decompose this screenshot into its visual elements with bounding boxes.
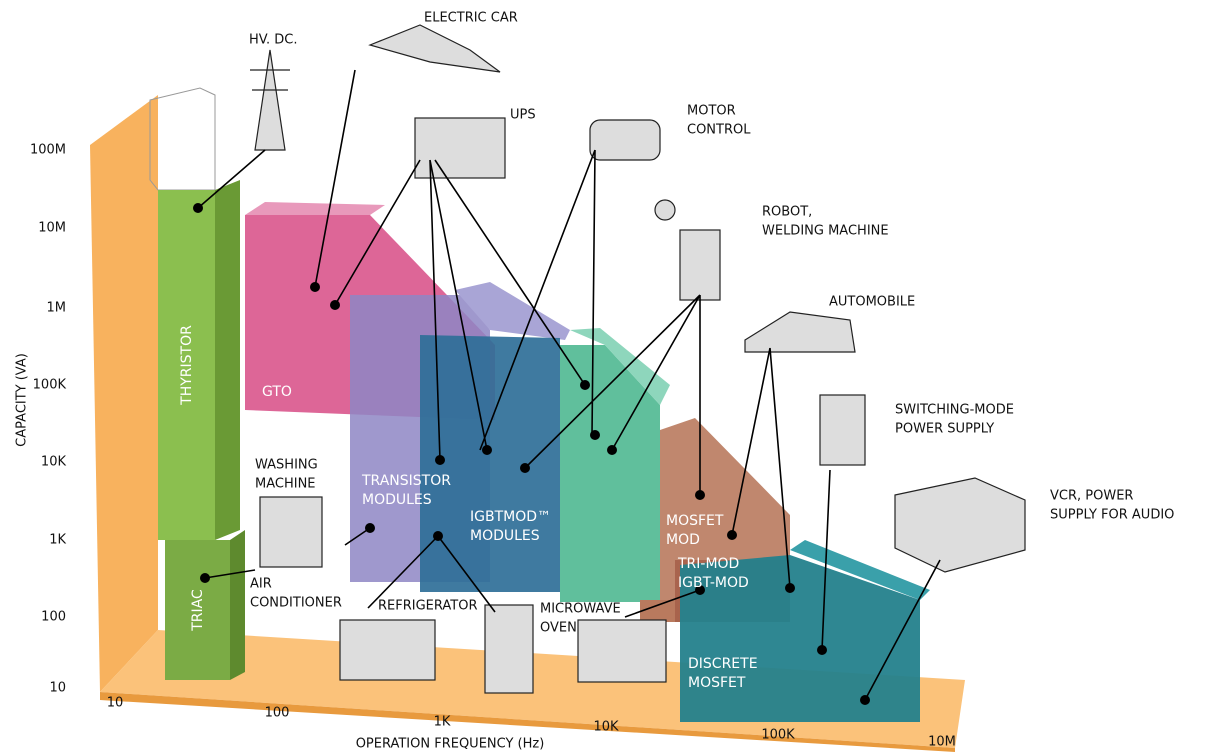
region-label: MOSFET	[688, 675, 746, 691]
x-tick-label: 10K	[593, 720, 619, 735]
x-tick-label: 10M	[928, 735, 956, 750]
y-tick-label: 10M	[38, 221, 66, 236]
application-label: WELDING MACHINE	[762, 224, 889, 239]
y-tick-label: 10K	[41, 455, 67, 470]
icons	[250, 24, 1026, 694]
application-label: SUPPLY FOR AUDIO	[1050, 508, 1174, 523]
application-label: ROBOT,	[762, 205, 812, 220]
application-label: POWER SUPPLY	[895, 422, 994, 437]
y-tick-label: 10	[49, 681, 66, 696]
region-label: IGBTMOD™	[470, 509, 551, 525]
x-tick-label: 1K	[434, 715, 451, 730]
region-label: TRIAC	[190, 589, 206, 632]
application-label: AUTOMOBILE	[829, 295, 915, 310]
x-title: OPERATION FREQUENCY (Hz)	[356, 737, 545, 752]
y-tick-label: 1K	[49, 533, 66, 548]
leader-lines	[197, 69, 941, 701]
application-label: MACHINE	[255, 477, 316, 492]
application-label: CONDITIONER	[250, 596, 342, 611]
y-tick-label: 1M	[47, 301, 67, 316]
x-tick-label: 100K	[761, 728, 795, 743]
dots	[193, 203, 870, 705]
application-label: OVEN	[540, 621, 577, 636]
region-label: MOSFET	[666, 513, 724, 529]
application-label: REFRIGERATOR	[378, 599, 477, 614]
y-tick-label: 100M	[30, 143, 66, 158]
region-label: MOD	[666, 532, 700, 548]
regions	[149, 87, 930, 722]
region-label: GTO	[262, 384, 292, 400]
x-tick-label: 100	[265, 706, 290, 721]
x-tick-label: 10	[107, 696, 124, 711]
region-label: MODULES	[362, 492, 432, 508]
application-label: CONTROL	[687, 123, 751, 138]
application-label: MICROWAVE	[540, 602, 621, 617]
region-label: DISCRETE	[688, 656, 758, 672]
y-title: CAPACITY (VA)	[15, 353, 30, 447]
application-label: WASHING	[255, 458, 318, 473]
region-label: TRI-MOD	[677, 556, 739, 572]
y-tick-label: 100	[41, 610, 66, 625]
application-label: VCR, POWER	[1050, 489, 1133, 504]
region-label: IGBT-MOD	[678, 575, 749, 591]
region-label: MODULES	[470, 528, 540, 544]
application-label: UPS	[510, 108, 536, 123]
application-label: MOTOR	[687, 104, 736, 119]
application-label: ELECTRIC CAR	[424, 11, 518, 26]
application-label: HV. DC.	[249, 33, 297, 48]
region-label: TRANSISTOR	[361, 473, 451, 489]
application-label: AIR	[250, 577, 272, 592]
y-tick-label: 100K	[33, 378, 67, 393]
region-label: THYRISTOR	[179, 325, 195, 406]
application-label: SWITCHING-MODE	[895, 403, 1014, 418]
